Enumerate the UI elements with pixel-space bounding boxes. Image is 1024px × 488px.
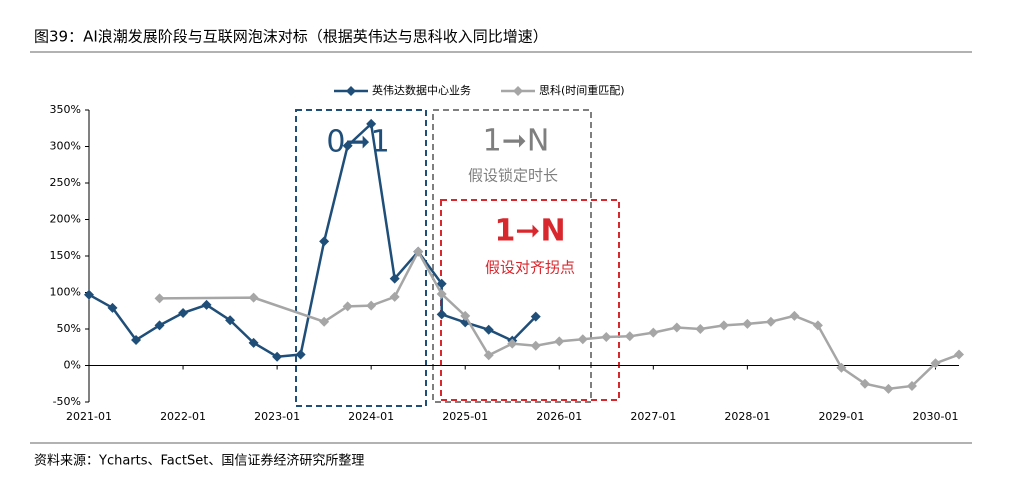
source: 资料来源：Ycharts、FactSet、国信证券经济研究所整理 — [34, 453, 364, 469]
point — [436, 278, 447, 289]
point — [765, 316, 776, 327]
point — [154, 293, 165, 304]
point — [671, 322, 682, 333]
point — [107, 302, 118, 313]
point — [789, 310, 800, 321]
point — [319, 316, 330, 327]
point — [718, 320, 729, 331]
point — [342, 140, 353, 151]
point — [859, 378, 870, 389]
annotation: 0➞1 — [326, 125, 389, 160]
point — [295, 349, 306, 360]
series-line — [159, 248, 960, 391]
point — [272, 351, 283, 362]
y-tick-label: 0% — [64, 359, 81, 372]
y-tick-label: 250% — [50, 176, 81, 189]
point — [413, 246, 424, 257]
point — [530, 340, 541, 351]
point — [248, 337, 259, 348]
point — [648, 327, 659, 338]
point — [483, 350, 494, 361]
point — [342, 301, 353, 312]
point — [366, 118, 377, 129]
point — [178, 307, 189, 318]
x-tick-label: 2022-01 — [160, 410, 206, 423]
y-tick-label: 150% — [50, 249, 81, 262]
point — [366, 300, 377, 311]
point — [225, 315, 236, 326]
point — [695, 324, 706, 334]
phase-box — [295, 109, 427, 407]
y-tick-label: 200% — [50, 213, 81, 226]
point — [954, 349, 964, 360]
point — [812, 320, 823, 331]
annotation: 假设锁定时长 — [468, 167, 558, 185]
phase-box — [432, 109, 592, 403]
y-tick-label: 350% — [50, 103, 81, 116]
x-tick-label: 2025-01 — [442, 410, 488, 423]
point — [248, 292, 259, 303]
point — [201, 299, 212, 310]
x-tick-label: 2026-01 — [536, 410, 582, 423]
point — [601, 332, 612, 343]
legend-marker — [346, 86, 356, 96]
point — [507, 338, 518, 349]
y-tick-label: 100% — [50, 286, 81, 299]
point — [624, 331, 635, 342]
point — [436, 309, 447, 320]
x-tick-label: 2028-01 — [724, 410, 770, 423]
point — [483, 324, 494, 335]
annotation: 1➞N — [494, 214, 565, 249]
y-tick-label: 300% — [50, 140, 81, 153]
point — [319, 236, 330, 247]
x-tick-label: 2021-01 — [66, 410, 112, 423]
legend-marker — [513, 86, 523, 96]
y-tick-label: -50% — [53, 395, 81, 408]
x-tick-label: 2027-01 — [630, 410, 676, 423]
point — [883, 383, 894, 394]
x-tick-label: 2023-01 — [254, 410, 300, 423]
point — [554, 336, 565, 347]
point — [460, 310, 471, 321]
x-tick-label: 2024-01 — [348, 410, 394, 423]
point — [836, 362, 847, 373]
annotation: 1➞N — [483, 124, 550, 159]
x-tick-label: 2029-01 — [818, 410, 864, 423]
x-tick-label: 2030-01 — [913, 410, 959, 423]
y-tick-label: 50% — [57, 322, 81, 335]
legend-label: 思科(时间重匹配) — [539, 83, 625, 97]
legend-label: 英伟达数据中心业务 — [372, 83, 471, 97]
point — [530, 311, 541, 322]
point — [906, 380, 917, 391]
annotation: 假设对齐拐点 — [485, 259, 575, 277]
point — [389, 273, 400, 284]
point — [436, 288, 447, 299]
chart-title: 图39：AI浪潮发展阶段与互联网泡沫对标（根据英伟达与思科收入同比增速） — [34, 28, 548, 46]
point — [742, 318, 753, 329]
point — [577, 334, 588, 345]
point — [131, 334, 142, 345]
point — [84, 289, 94, 300]
point — [389, 291, 400, 302]
point — [154, 320, 165, 331]
point — [930, 358, 941, 369]
